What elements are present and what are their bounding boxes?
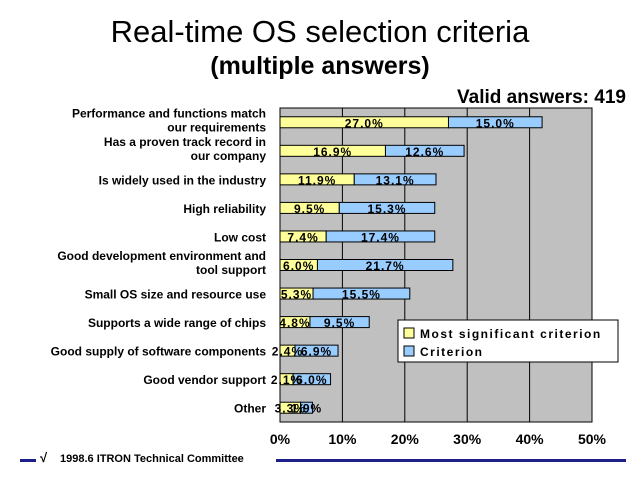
legend-swatch: [403, 345, 415, 357]
legend-swatch: [403, 327, 415, 339]
footer-text: 1998.6 ITRON Technical Committee: [60, 453, 244, 465]
data-label-most-significant: 3.3%: [275, 402, 306, 416]
category-label: Is widely used in the industry: [99, 173, 267, 187]
bar-criterion: [309, 316, 370, 329]
data-label-criterion: 15.3%: [368, 202, 407, 216]
data-label-most-significant: 9.5%: [294, 202, 325, 216]
bar-criterion: [312, 287, 411, 300]
category-label: Performance and functions match our requi…: [72, 106, 266, 134]
category-label: Small OS size and resource use: [85, 288, 267, 302]
bar-criterion: [294, 344, 339, 357]
footer-rule: [276, 459, 626, 462]
itron-logo-icon: √: [40, 450, 48, 465]
category-label: Good supply of software components: [51, 345, 267, 359]
category-label: High reliability: [183, 202, 266, 216]
x-tick-label: 50%: [578, 431, 607, 447]
data-label-criterion: 13.1%: [376, 173, 415, 187]
data-label-most-significant: 4.8%: [279, 316, 310, 330]
data-label-most-significant: 27.0%: [345, 116, 384, 130]
legend-label: Criterion: [420, 345, 484, 359]
x-tick-label: 0%: [270, 431, 291, 447]
category-label: Supports a wide range of chips: [88, 316, 266, 330]
data-label-most-significant: 16.9%: [313, 145, 352, 159]
chart-title: Real-time OS selection criteria: [110, 14, 530, 49]
category-label: Good vendor support: [143, 373, 266, 387]
bar-criterion: [300, 401, 313, 414]
data-label-criterion: 17.4%: [361, 230, 400, 244]
category-label: Has a proven track record in our company: [104, 135, 266, 163]
data-label-criterion: 21.7%: [366, 259, 405, 273]
category-label: Other: [234, 402, 266, 416]
bar-criterion: [316, 259, 454, 271]
chart-subtitle: (multiple answers): [210, 52, 430, 80]
data-label-criterion: 6.9%: [301, 345, 332, 359]
data-label-criterion: 15.5%: [342, 288, 381, 302]
x-tick-label: 40%: [516, 431, 545, 447]
bar-criterion: [447, 116, 543, 129]
data-label-most-significant: 5.3%: [281, 288, 312, 302]
data-label-criterion: 6.0%: [296, 373, 327, 387]
data-label-criterion: 1.9%: [291, 402, 322, 416]
category-label: Low cost: [214, 230, 266, 244]
data-label-most-significant: 6.0%: [283, 259, 314, 273]
category-label: Good development environment and tool sup…: [57, 249, 266, 277]
x-tick-label: 20%: [391, 431, 420, 447]
x-tick-label: 30%: [453, 431, 482, 447]
legend: [397, 319, 619, 363]
bar-criterion: [325, 230, 436, 243]
bar-criterion: [353, 173, 437, 186]
data-label-most-significant: 2.4%: [272, 345, 303, 359]
data-label-most-significant: 7.4%: [287, 230, 318, 244]
data-label-most-significant: 2.1%: [271, 373, 302, 387]
data-label-criterion: 12.6%: [405, 145, 444, 159]
data-label-criterion: 15.0%: [476, 116, 515, 130]
footer-dash: [20, 459, 36, 462]
valid-answers-label: Valid answers: 419: [457, 87, 626, 108]
x-tick-label: 10%: [328, 431, 357, 447]
legend-label: Most significant criterion: [420, 327, 602, 341]
bar-criterion: [384, 144, 465, 157]
data-label-most-significant: 11.9%: [298, 173, 336, 187]
data-label-criterion: 9.5%: [324, 316, 355, 330]
bar-criterion: [338, 201, 436, 214]
bar-criterion: [292, 373, 332, 386]
